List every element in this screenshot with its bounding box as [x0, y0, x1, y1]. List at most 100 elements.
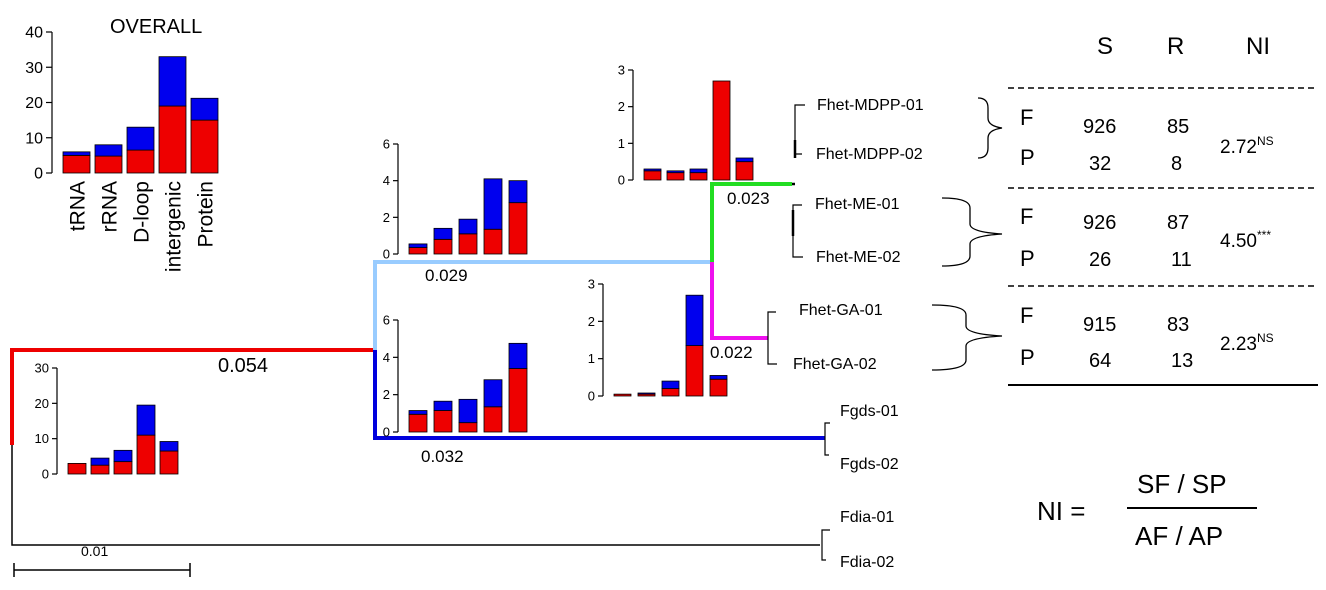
taxon-label: Fdia-02 [840, 554, 894, 571]
y-tick-label: 3 [618, 63, 625, 78]
cell-ni: 2.72NS [1220, 134, 1274, 158]
bar-segment-blue [508, 180, 528, 204]
bar-segment-blue [483, 379, 503, 408]
bar-segment-blue [735, 157, 754, 163]
bar-segment-red [90, 464, 110, 475]
taxon-label: Fhet-GA-01 [799, 302, 883, 319]
table-header: S [1097, 33, 1113, 60]
y-tick-label: 20 [25, 95, 43, 112]
bar-segment-red [126, 149, 155, 174]
y-tick-label: 6 [383, 137, 390, 152]
y-tick-label: 0 [383, 425, 390, 440]
bar-segment-blue [190, 97, 219, 121]
y-tick-label: 10 [25, 130, 43, 147]
y-tick-label: 0 [383, 247, 390, 262]
cell-sf: 926 [1083, 212, 1116, 234]
cell-rp: 13 [1171, 350, 1193, 372]
bar-segment-red [613, 393, 632, 397]
category-label: rRNA [99, 181, 122, 232]
bar-segment-red [458, 233, 478, 255]
bar-segment-blue [90, 457, 110, 466]
bracket-mdpp-stub [792, 140, 797, 186]
y-tick-label: 30 [25, 60, 43, 77]
scale-bar-label: 0.01 [81, 543, 108, 559]
ni-table: S R NI F P 926 85 32 8 2.72NS F P 926 87… [1008, 33, 1318, 386]
brace-icon [977, 97, 1003, 159]
taxon-label: Fgds-01 [840, 403, 899, 420]
chart-mini-magenta-branch: 0 1 2 3 [588, 277, 728, 404]
y-tick-label: 30 [35, 361, 49, 376]
chart-mini-light-blue-branch: 0 2 4 6 [383, 137, 528, 262]
ni-value: 2.23 [1220, 334, 1257, 355]
bar-segment-red [190, 119, 219, 174]
branch-label-green: 0.023 [727, 189, 770, 208]
y-tick-label: 0 [588, 389, 595, 404]
y-tick-label: 2 [588, 314, 595, 329]
ni-value: 4.50 [1220, 231, 1257, 252]
bar-segment-red [685, 345, 704, 397]
branch-root-black [11, 440, 820, 546]
y-tick-label: 1 [618, 136, 625, 151]
table-row: F P 926 87 26 11 4.50*** [1020, 204, 1271, 271]
cell-sf: 926 [1083, 116, 1116, 138]
bar-segment-blue [458, 398, 478, 424]
cell-rp: 8 [1171, 153, 1182, 175]
table-header: NI [1246, 33, 1270, 60]
bar-segment-red [62, 154, 91, 174]
formula-numerator: SF / SP [1137, 469, 1227, 499]
category-label: tRNA [67, 181, 90, 231]
branch-label-light-blue: 0.029 [425, 266, 468, 285]
bar-segment-blue [643, 168, 662, 172]
bar-segment-blue [661, 380, 680, 389]
bar-segment-red [712, 80, 731, 181]
bar-segment-blue [113, 449, 133, 463]
y-tick-label: 1 [588, 351, 595, 366]
bar-segment-blue [508, 342, 528, 369]
table-row: F P 915 83 64 13 2.23NS [1020, 303, 1274, 372]
bar-segment-red [94, 155, 123, 174]
chart-mini-red-branch: 0 10 20 30 [35, 361, 179, 482]
bracket-fdia [821, 529, 830, 561]
taxon-labels: Fhet-MDPP-01 Fhet-MDPP-02 Fhet-ME-01 Fhe… [793, 97, 924, 571]
taxon-label: Fhet-MDPP-01 [817, 97, 924, 114]
chart-overall: 0 10 20 30 40 tRNA rRNA D-loop intergenic Protein [25, 25, 219, 272]
bar-segment-blue [709, 375, 728, 380]
taxon-label: Fhet-MDPP-02 [816, 146, 923, 163]
bar-segment-red [408, 247, 428, 255]
cell-rp: 11 [1171, 249, 1192, 271]
bar-segment-blue [159, 441, 179, 452]
bar-segment-blue [666, 170, 685, 174]
table-row: F P 926 85 32 8 2.72NS [1020, 105, 1274, 175]
ni-formula: NI = SF / SP AF / AP [1037, 469, 1257, 551]
row-label-f: F [1020, 303, 1033, 328]
y-tick-label: 40 [25, 25, 43, 42]
ni-significance: NS [1257, 331, 1274, 345]
category-label: Protein [195, 181, 218, 248]
branch-light-blue [373, 260, 712, 350]
branch-label-red: 0.054 [218, 355, 268, 377]
category-label: intergenic [163, 181, 186, 272]
y-tick-label: 2 [383, 387, 390, 402]
cell-rf: 83 [1167, 314, 1189, 336]
bar-segment-red [661, 388, 680, 397]
cell-sp: 64 [1089, 350, 1111, 372]
bracket-mdpp [794, 104, 805, 155]
phylogenetic-tree [10, 104, 830, 561]
bar-segment-blue [136, 404, 156, 436]
bar-segment-red [159, 450, 179, 475]
brace-icon [931, 304, 1003, 371]
y-tick-label: 0 [618, 173, 625, 188]
bar-segment-red [643, 170, 662, 181]
braces [931, 97, 1003, 371]
y-tick-label: 20 [35, 396, 49, 411]
bracket-fgds [824, 422, 830, 456]
bar-segment-red [433, 410, 453, 433]
bar-segment-red [136, 434, 156, 475]
bar-segment-blue [408, 243, 428, 248]
cell-sf: 915 [1083, 314, 1116, 336]
scale-bar: 0.01 [13, 543, 191, 577]
bar-segment-blue [408, 410, 428, 415]
cell-rf: 85 [1167, 116, 1189, 138]
y-tick-label: 2 [618, 99, 625, 114]
